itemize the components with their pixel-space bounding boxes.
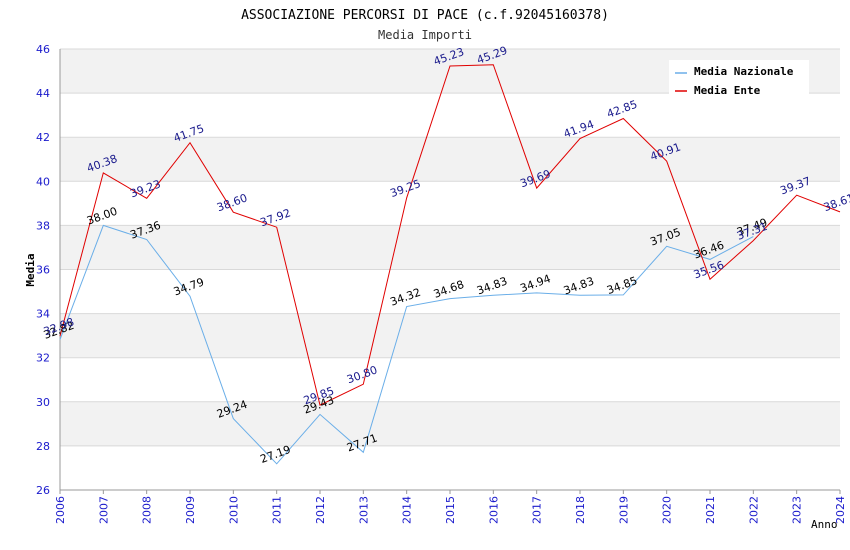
background-band (60, 401, 840, 446)
x-tick-label: 2009 (184, 496, 197, 524)
data-label: 30.80 (345, 363, 379, 386)
data-label: 42.85 (605, 98, 639, 121)
x-tick-label: 2016 (487, 496, 500, 524)
x-tick-label: 2012 (314, 496, 327, 524)
x-tick-label: 2014 (401, 496, 414, 524)
legend: Media Nazionale Media Ente (669, 60, 809, 98)
series-lines (59, 64, 841, 465)
background-band (60, 225, 840, 270)
x-axis-label: Anno (811, 518, 838, 531)
x-tick-label: 2017 (531, 496, 544, 524)
axes (59, 49, 841, 494)
x-tick-label: 2007 (97, 496, 110, 524)
y-tick-label: 36 (36, 264, 50, 277)
x-tick-label: 2011 (271, 496, 284, 524)
legend-box (669, 60, 809, 98)
legend-label-media-ente: Media Ente (694, 84, 761, 97)
y-tick-label: 40 (36, 175, 50, 188)
y-tick-label: 38 (36, 219, 50, 232)
y-tick-label: 44 (36, 87, 50, 100)
x-tick-label: 2019 (617, 496, 630, 524)
y-axis-label: Media (24, 253, 37, 286)
y-tick-label: 26 (36, 484, 50, 497)
y-tick-label: 42 (36, 131, 50, 144)
x-tick-label: 2006 (54, 496, 67, 524)
background-band (60, 137, 840, 182)
gridlines (60, 48, 840, 491)
y-tick-label: 28 (36, 440, 50, 453)
x-tick-label: 2018 (574, 496, 587, 524)
y-tick-label: 30 (36, 396, 50, 409)
y-tick-label: 46 (36, 43, 50, 56)
series-line-media-nazionale (59, 224, 754, 465)
background-band (60, 313, 840, 358)
data-label: 34.83 (562, 275, 596, 298)
background-bands (60, 49, 840, 446)
x-tick-label: 2010 (227, 496, 240, 524)
data-label: 34.85 (605, 274, 639, 297)
chart-subtitle: Media Importi (378, 28, 472, 42)
legend-label-media-nazionale: Media Nazionale (694, 65, 794, 78)
chart-title: ASSOCIAZIONE PERCORSI DI PACE (c.f.92045… (241, 8, 609, 23)
x-tick-label: 2015 (444, 496, 457, 524)
y-tick-label: 32 (36, 352, 50, 365)
y-tick-label: 34 (36, 308, 50, 321)
data-label: 38.00 (85, 205, 119, 228)
x-tick-label: 2013 (357, 496, 370, 524)
x-tick-label: 2020 (661, 496, 674, 524)
x-tick-label: 2008 (141, 496, 154, 524)
x-tick-label: 2022 (747, 496, 760, 524)
x-tick-label: 2024 (834, 496, 847, 524)
x-tick-labels: 2006 2007 2008 2009 2010 2011 2012 2013 2014 2015… (54, 496, 847, 524)
x-tick-label: 2021 (704, 496, 717, 524)
series-line-media-ente (59, 64, 841, 406)
data-label: 34.83 (475, 275, 509, 298)
data-label: 34.32 (388, 286, 422, 309)
data-label: 34.94 (518, 272, 552, 295)
x-tick-label: 2023 (791, 496, 804, 524)
y-tick-labels: 26 28 30 32 34 36 38 40 42 44 46 (36, 43, 50, 497)
